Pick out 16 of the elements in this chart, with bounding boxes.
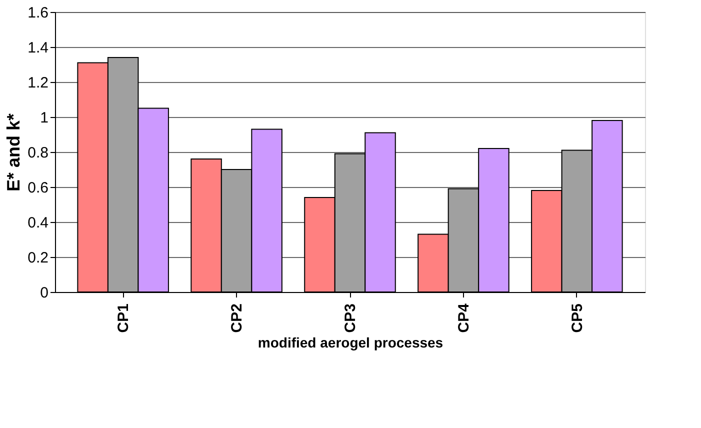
x-axis-title: modified aerogel processes [258, 334, 444, 351]
y-axis-title: E* and k* [4, 113, 24, 192]
x-tick-label: CP1 [115, 304, 132, 333]
y-tick-label: 1.6 [28, 4, 48, 22]
y-tick-label: 0.4 [28, 214, 48, 232]
y-tick-label: 0.6 [28, 180, 48, 196]
y-tick-label: 0 [40, 284, 48, 302]
x-tick-label: CP3 [342, 304, 359, 333]
y-tick-label: 1.2 [28, 74, 48, 92]
y-tick-label: 1.4 [28, 40, 48, 56]
y-tick-label: 1 [40, 110, 48, 126]
y-tick-label: 0.8 [28, 144, 48, 162]
x-tick-label: CP2 [228, 304, 246, 333]
x-tick-label: CP4 [455, 302, 472, 333]
y-tick-label: 0.2 [28, 250, 48, 266]
x-tick-label: CP5 [568, 304, 586, 333]
